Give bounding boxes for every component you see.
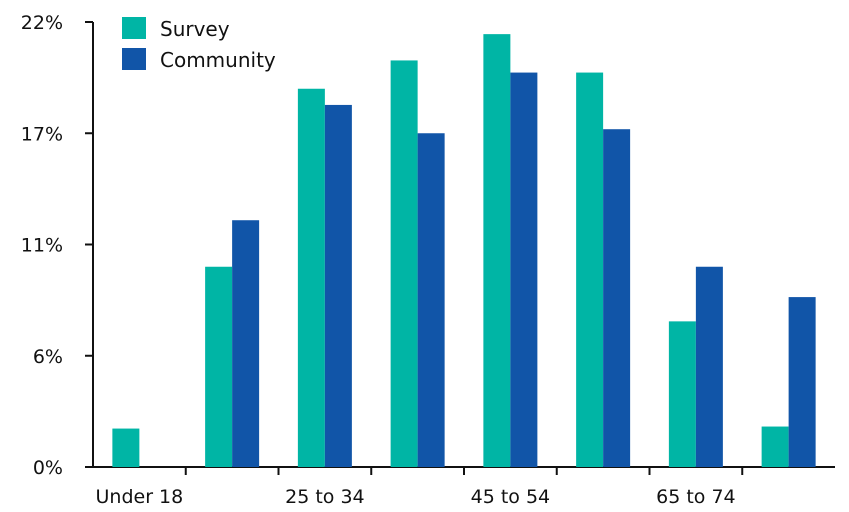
x-tick-label: 65 to 74 [656, 486, 736, 508]
tick-labels: 0% 6% 11% 17% 22% Under 18 25 to 34 45 to 54 65 … [21, 12, 736, 508]
y-tick-label: 6% [33, 346, 63, 368]
bar-community-8 [788, 297, 816, 467]
bar-community-7 [695, 266, 723, 467]
bar-survey-2 [205, 266, 233, 467]
bar-community-4 [417, 133, 445, 467]
legend-swatch-survey [122, 17, 146, 39]
bar-survey-5 [483, 34, 511, 468]
bar-survey-7 [668, 321, 696, 467]
bars [112, 34, 816, 468]
bar-survey-4 [390, 60, 418, 467]
legend-swatch-community [122, 48, 146, 70]
legend: Survey Community [122, 17, 276, 72]
legend-label-community: Community [160, 48, 276, 72]
bar-community-3 [324, 104, 352, 467]
bar-survey-3 [297, 88, 325, 467]
bar-survey-1 [112, 428, 140, 467]
bar-survey-6 [576, 72, 604, 468]
bar-community-6 [603, 129, 631, 468]
x-tick-label: 45 to 54 [471, 486, 551, 508]
legend-label-survey: Survey [160, 17, 230, 41]
bar-community-2 [232, 220, 260, 467]
y-tick-label: 0% [33, 457, 63, 479]
bar-survey-8 [761, 426, 789, 467]
x-tick-label: 25 to 34 [285, 486, 365, 508]
bar-community-5 [510, 72, 538, 468]
y-tick-label: 17% [21, 123, 63, 145]
x-tick-label: Under 18 [96, 486, 184, 508]
y-tick-label: 11% [21, 235, 63, 257]
y-tick-label: 22% [21, 12, 63, 34]
